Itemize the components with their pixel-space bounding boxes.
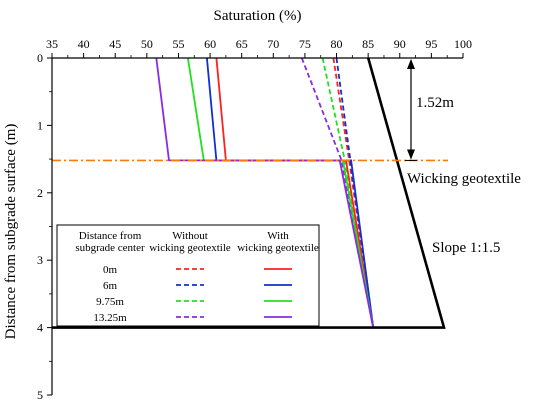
y-tick-label: 0 <box>37 51 43 65</box>
x-tick-label: 40 <box>78 37 90 51</box>
embankment-outline <box>52 57 446 329</box>
y-tick-label: 5 <box>37 388 43 402</box>
arrowhead-top <box>407 59 415 69</box>
legend-header: Without <box>172 230 208 242</box>
x-tick-label: 90 <box>394 37 406 51</box>
x-tick-label: 65 <box>236 37 248 51</box>
plot-lines <box>155 57 375 328</box>
embankment-slope-line <box>52 57 446 329</box>
y-tick-label: 2 <box>37 186 43 200</box>
slope-annotation: Slope 1:1.5 <box>432 240 500 256</box>
x-tick-label: 50 <box>141 37 153 51</box>
legend-header: subgrade center <box>75 242 145 254</box>
x-tick-label: 85 <box>362 37 374 51</box>
series-line-without-13-25m <box>300 57 375 328</box>
depth-annotation: 1.52m <box>416 95 454 111</box>
legend-row-label: 0m <box>103 264 118 276</box>
y-tick-label: 1 <box>37 118 43 132</box>
legend-row-label: 9.75m <box>96 296 124 308</box>
y-tick-label: 3 <box>37 253 43 267</box>
x-tick-label: 35 <box>46 37 58 51</box>
arrowhead-bottom <box>407 149 415 160</box>
x-tick-label: 45 <box>109 37 121 51</box>
legend-box <box>56 224 320 327</box>
legend-header: wicking geotextile <box>237 242 319 254</box>
x-tick-label: 80 <box>331 37 343 51</box>
x-axis-label: Saturation (%) <box>214 8 302 24</box>
series-line-without-6m <box>335 57 375 328</box>
x-tick-label: 55 <box>172 37 184 51</box>
x-tick-label: 70 <box>267 37 279 51</box>
x-tick-label: 75 <box>299 37 311 51</box>
y-tick-label: 4 <box>37 321 43 335</box>
x-tick-label: 95 <box>425 37 437 51</box>
y-axis-label: Distance from subgrade surface (m) <box>3 124 19 340</box>
legend-header: Distance from <box>79 230 142 242</box>
geotextile-annotation: Wicking geotextile <box>407 171 521 187</box>
series-line-with-13-25m <box>155 57 375 328</box>
x-tick-label: 100 <box>454 37 472 51</box>
legend-row-label: 13.25m <box>93 312 127 324</box>
legend-header: wicking geotextile <box>149 242 231 254</box>
legend-row-label: 6m <box>103 280 118 292</box>
x-tick-label: 60 <box>204 37 216 51</box>
legend-header: With <box>267 230 289 242</box>
